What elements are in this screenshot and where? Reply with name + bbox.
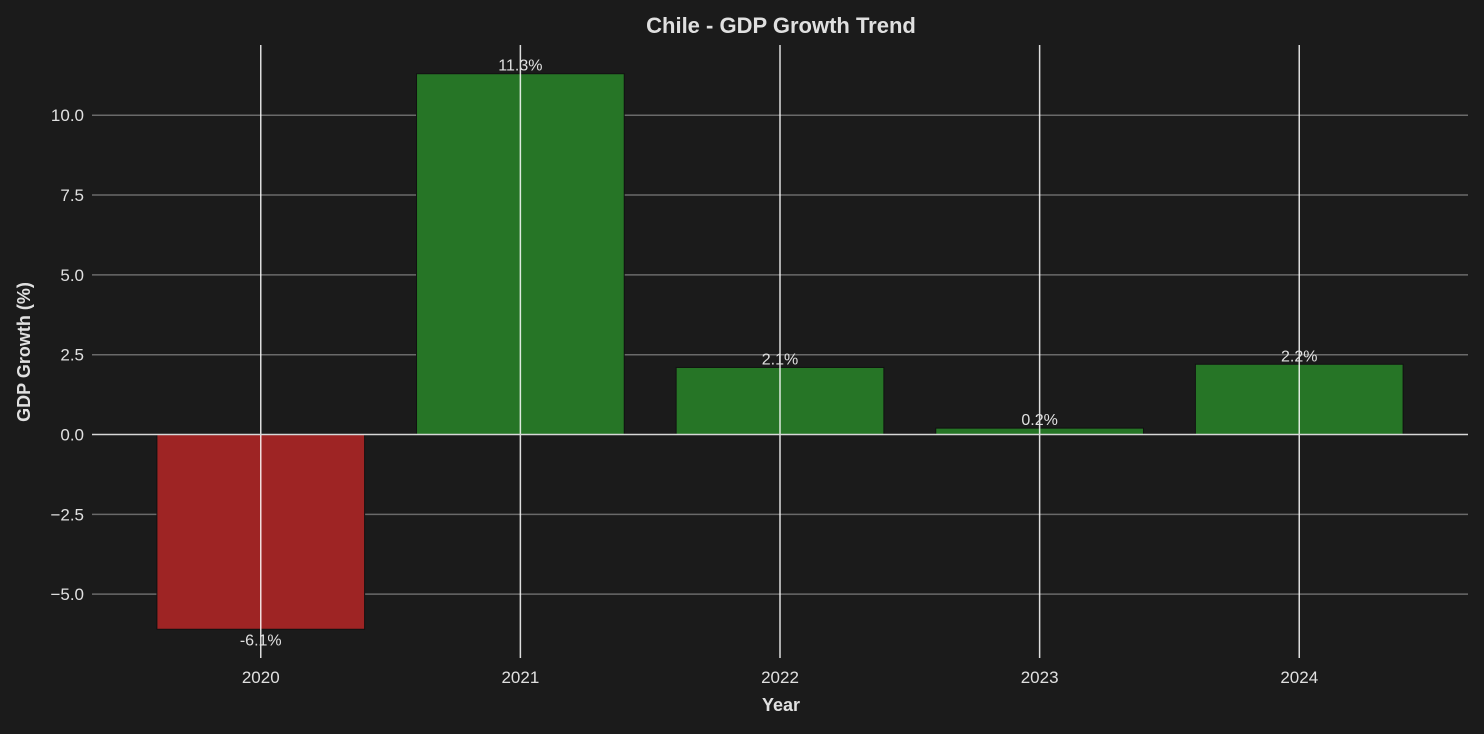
x-tick-label: 2023 bbox=[1021, 668, 1059, 687]
y-tick-label: 5.0 bbox=[60, 266, 84, 285]
x-tick-label: 2020 bbox=[242, 668, 280, 687]
data-label: 2.2% bbox=[1281, 348, 1317, 365]
data-label: 11.3% bbox=[498, 58, 542, 75]
y-axis-label: GDP Growth (%) bbox=[14, 282, 34, 422]
y-tick-label: 7.5 bbox=[60, 186, 84, 205]
y-tick-label: −5.0 bbox=[50, 585, 84, 604]
y-tick-label: 2.5 bbox=[60, 346, 84, 365]
data-label: -6.1% bbox=[240, 632, 282, 649]
y-tick-label: 0.0 bbox=[60, 426, 84, 445]
x-tick-label: 2022 bbox=[761, 668, 799, 687]
y-tick-label: −2.5 bbox=[50, 505, 84, 524]
chart-title: Chile - GDP Growth Trend bbox=[646, 13, 916, 38]
x-tick-label: 2021 bbox=[501, 668, 539, 687]
x-axis-label: Year bbox=[762, 695, 800, 715]
data-label: 0.2% bbox=[1021, 412, 1057, 429]
data-label: 2.1% bbox=[762, 351, 798, 368]
x-tick-label: 2024 bbox=[1280, 668, 1318, 687]
y-tick-label: 10.0 bbox=[51, 106, 84, 125]
